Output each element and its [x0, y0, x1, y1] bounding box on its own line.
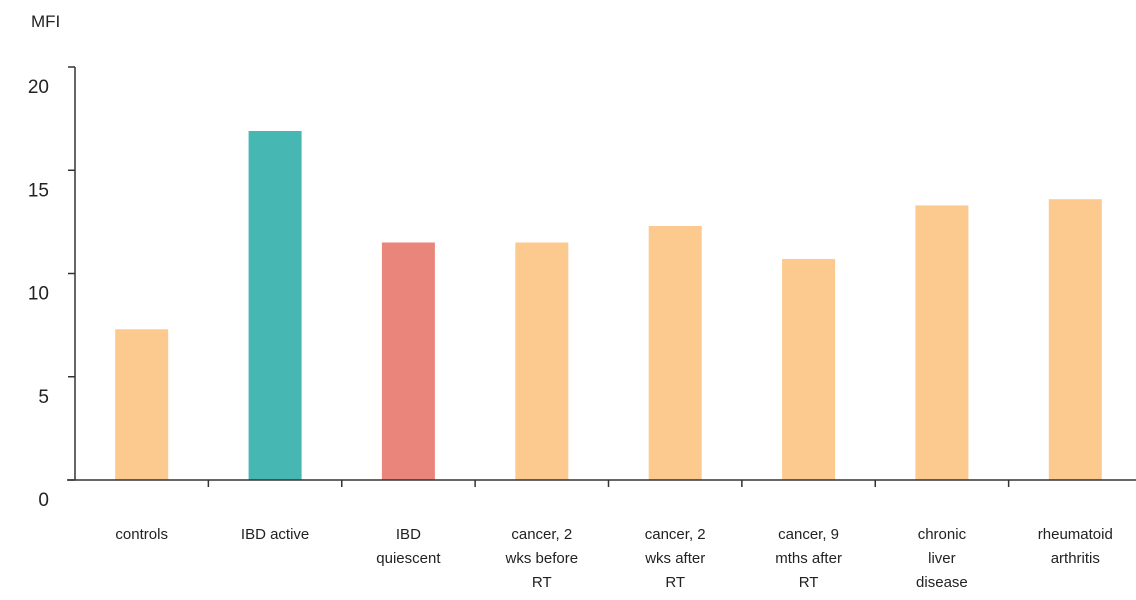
bar-6	[782, 259, 836, 480]
bar-3	[381, 242, 435, 480]
y-tick-label: 15	[28, 180, 49, 201]
y-tick-label: 5	[38, 387, 49, 408]
bar-1	[115, 329, 169, 480]
y-tick-label: 10	[28, 284, 49, 305]
y-tick-label: 20	[28, 77, 49, 98]
category-label: IBD quiescent	[376, 526, 441, 567]
category-label: cancer, 2 wks after RT	[644, 526, 705, 591]
category-label: IBD active	[241, 526, 309, 543]
bar-2	[248, 131, 302, 480]
bar-4	[515, 242, 569, 480]
y-tick-label: 0	[38, 490, 49, 511]
category-label: cancer, 9 mths after RT	[775, 526, 842, 591]
category-label: controls	[115, 526, 168, 543]
category-label: chronic liver disease	[916, 526, 968, 591]
y-axis-title: MFI	[31, 12, 60, 31]
bar-8	[1048, 199, 1102, 480]
category-label: rheumatoid arthritis	[1038, 526, 1113, 567]
category-label: cancer, 2 wks before RT	[505, 526, 579, 591]
bar-5	[648, 226, 702, 480]
bar-7	[915, 205, 969, 480]
